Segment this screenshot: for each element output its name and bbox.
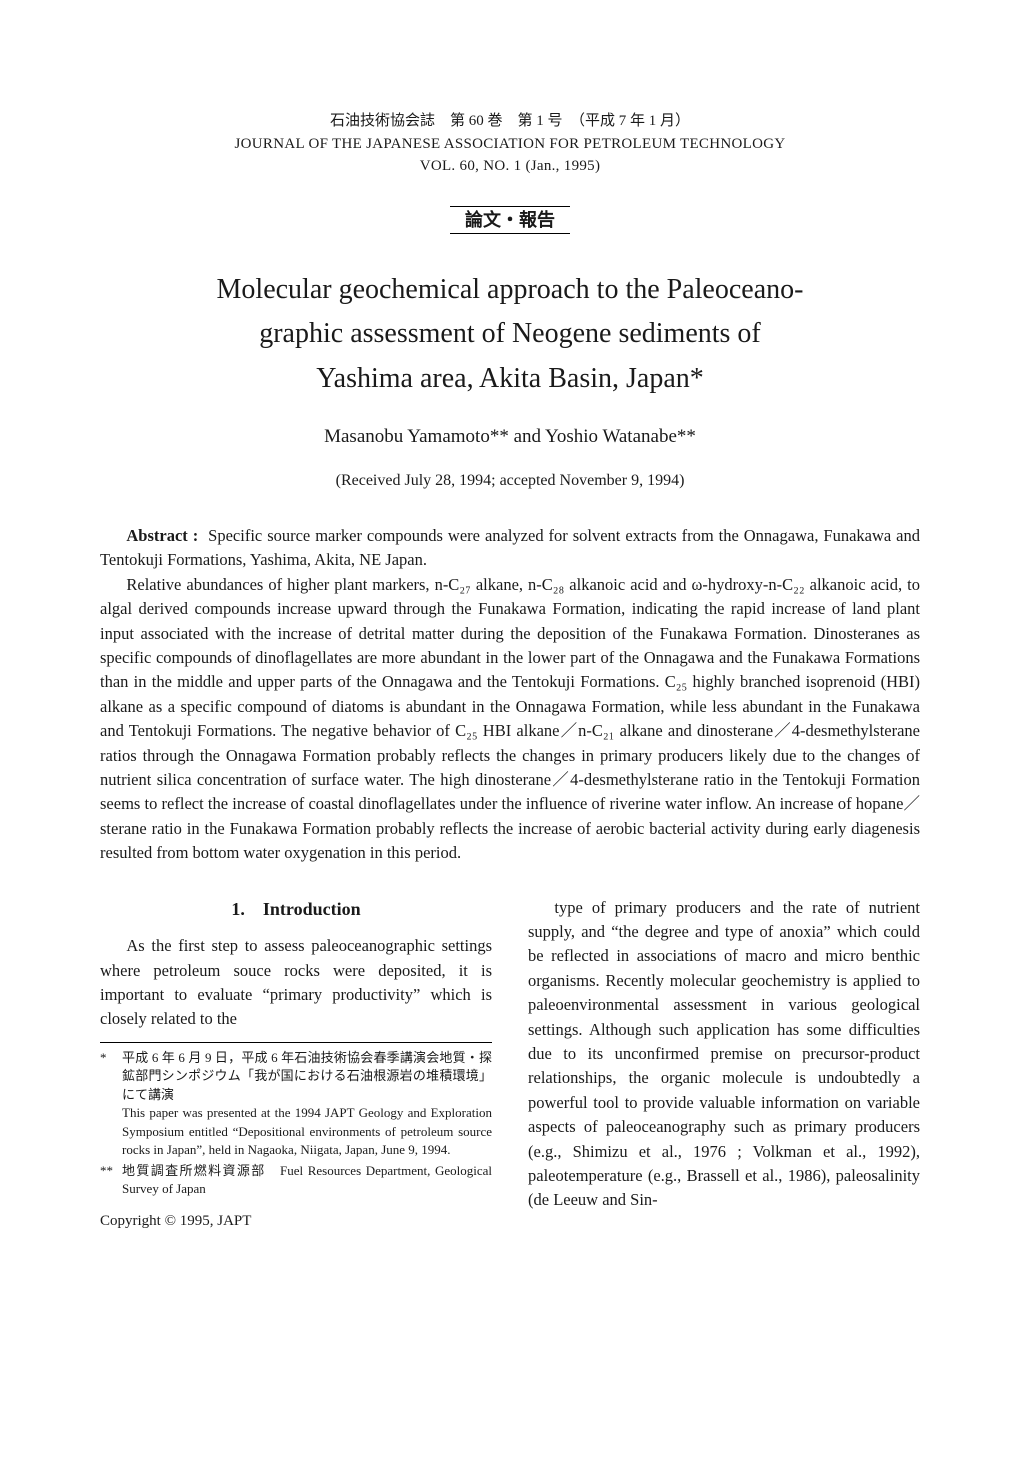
footnote-1-en: This paper was presented at the 1994 JAP… — [122, 1105, 492, 1157]
intro-left-paragraph: As the first step to assess paleoceanogr… — [100, 934, 492, 1032]
intro-right-paragraph: type of primary producers and the rate o… — [528, 896, 920, 1213]
right-column: type of primary producers and the rate o… — [528, 896, 920, 1233]
journal-header-en: JOURNAL OF THE JAPANESE ASSOCIATION FOR … — [100, 133, 920, 156]
left-column: 1. Introduction As the first step to ass… — [100, 896, 492, 1233]
footnote-rule — [100, 1042, 492, 1043]
footnote-2: ** 地質調査所燃料資源部 Fuel Resources Department,… — [100, 1162, 492, 1199]
title-line-1: Molecular geochemical approach to the Pa… — [100, 268, 920, 313]
authors: Masanobu Yamamoto** and Yoshio Watanabe*… — [100, 426, 920, 448]
footnote-2-text: 地質調査所燃料資源部 Fuel Resources Department, Ge… — [122, 1162, 492, 1199]
abstract-block: Abstract : Specific source marker compou… — [100, 524, 920, 866]
title-line-2: graphic assessment of Neogene sediments … — [100, 312, 920, 357]
abstract-label: Abstract : — [126, 526, 198, 545]
footnote-1: * 平成 6 年 6 月 9 日，平成 6 年石油技術協会春季講演会地質・探鉱部… — [100, 1049, 492, 1160]
article-title: Molecular geochemical approach to the Pa… — [100, 268, 920, 402]
footnotes: * 平成 6 年 6 月 9 日，平成 6 年石油技術協会春季講演会地質・探鉱部… — [100, 1049, 492, 1199]
journal-header-jp: 石油技術協会誌 第 60 巻 第 1 号 （平成 7 年 1 月） — [100, 110, 920, 133]
footnote-1-mark: * — [100, 1049, 122, 1160]
footnote-1-jp: 平成 6 年 6 月 9 日，平成 6 年石油技術協会春季講演会地質・探鉱部門シ… — [122, 1050, 492, 1102]
article-category-label: 論文・報告 — [450, 206, 570, 234]
title-line-3: Yashima area, Akita Basin, Japan* — [100, 357, 920, 402]
received-dates: (Received July 28, 1994; accepted Novemb… — [100, 472, 920, 490]
journal-header-vol: VOL. 60, NO. 1 (Jan., 1995) — [100, 155, 920, 178]
abstract-p1-text: Specific source marker compounds were an… — [100, 526, 920, 569]
abstract-paragraph-1: Abstract : Specific source marker compou… — [100, 524, 920, 573]
footnote-2-mark: ** — [100, 1162, 122, 1199]
section-heading-introduction: 1. Introduction — [100, 896, 492, 923]
body-two-column: 1. Introduction As the first step to ass… — [100, 896, 920, 1233]
copyright-line: Copyright © 1995, JAPT — [100, 1210, 492, 1232]
abstract-paragraph-2: Relative abundances of higher plant mark… — [100, 573, 920, 866]
journal-header: 石油技術協会誌 第 60 巻 第 1 号 （平成 7 年 1 月） JOURNA… — [100, 110, 920, 178]
